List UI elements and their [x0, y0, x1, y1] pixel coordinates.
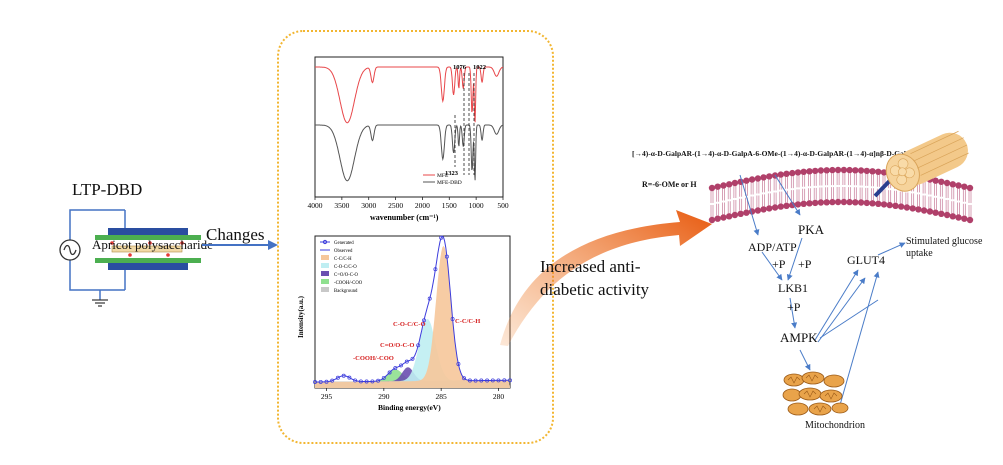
xps-observed-point [318, 379, 323, 384]
xps-observed-point [416, 343, 421, 348]
xps-legend-label: C-O-C/C-O [334, 265, 357, 270]
xps-observed-point [347, 375, 352, 380]
xps-legend-label: C-C/C-H [334, 257, 352, 262]
xps-peak-cooh: -COOH/-COO [353, 355, 394, 362]
ampk-label: AMPK [780, 330, 818, 345]
xps-observed-point [341, 373, 346, 378]
xps-observed-point [433, 267, 438, 272]
xps-legend-label: Generated [334, 241, 354, 246]
xps-observed-point [353, 378, 358, 383]
xps-observed-point [450, 317, 455, 321]
lkb1-label: LKB1 [778, 281, 808, 295]
pka-label: PKA [798, 222, 825, 237]
xps-observed-point [324, 379, 329, 384]
ac-source-icon [59, 239, 81, 261]
xps-observed-point [404, 359, 409, 364]
glucose-uptake-label: Stimulated glucose uptake [906, 236, 983, 259]
increased-activity-label: Increased anti- diabetic activity [540, 257, 650, 299]
cell-membrane [708, 166, 974, 224]
xps-observed-point [456, 362, 461, 366]
xps-observed-point [399, 363, 403, 368]
xps-peak-cc: C-C/C-H [455, 318, 480, 325]
phosphorylation-label: +P [798, 257, 812, 271]
ftir-tick-label: 500 [497, 201, 509, 210]
ftir-tick-label: 3500 [334, 201, 349, 210]
xps-observed-point [462, 376, 467, 381]
changes-label: Changes [206, 225, 265, 244]
phosphorylation-label: +P [772, 257, 786, 271]
xps-observed-point [427, 296, 432, 301]
xps-observed-point [496, 378, 501, 383]
xps-observed-point [364, 379, 369, 384]
xps-legend-label: Background [334, 289, 358, 294]
xps-observed-point [444, 254, 449, 259]
xps-observed-point [439, 235, 444, 240]
ftir-tick-label: 1500 [442, 201, 457, 210]
dbd-reactor-diagram [59, 209, 201, 307]
xps-observed-point [370, 379, 375, 384]
xps-observed-point [387, 370, 392, 375]
ftir-tick-label: 2500 [388, 201, 403, 210]
xps-tick-label: 290 [378, 392, 390, 401]
xps-observed-point [410, 356, 415, 361]
xps-legend-label: -COOH/-COO [334, 281, 363, 286]
characterization-panel [277, 30, 554, 444]
xps-legend-label: C=O/O-C-O [334, 273, 359, 278]
mitochondrion-icon [782, 371, 849, 416]
sample-label: Apricot polysaccharide [92, 237, 213, 252]
ftir-tick-label: 1000 [469, 201, 484, 210]
ftir-legend-dbd: MFE-DBD [437, 180, 462, 186]
xps-observed-point [508, 378, 512, 383]
polysaccharide-formula: [→4)-α-D-GalpAR-(1→4)-α-D-GalpA-6-OMe-(1… [632, 149, 916, 158]
xps-observed-point [473, 378, 478, 383]
increased-activity-arrow-icon [500, 210, 712, 346]
xps-observed-point [490, 378, 495, 383]
xps-tick-label: 295 [321, 392, 333, 401]
xps-ylabel: Intensity(a.u.) [297, 295, 305, 338]
xps-observed-point [485, 378, 490, 383]
ftir-peak-label: 1076 [453, 64, 467, 71]
phosphorylation-label: +P [787, 300, 801, 314]
xps-legend-label: Observed [334, 249, 353, 254]
ftir-xlabel: wavenumber (cm⁻¹) [370, 213, 439, 222]
xps-observed-point [313, 380, 317, 384]
xps-observed-point [479, 378, 484, 383]
xps-observed-point [330, 378, 335, 383]
xps-observed-point [358, 379, 363, 384]
xps-observed-point [393, 366, 398, 371]
xps-observed-point [467, 378, 472, 383]
xps-observed-point [502, 378, 507, 383]
glut4-label: GLUT4 [847, 253, 885, 267]
ftir-chart: 4000 3500 3000 2500 2000 1500 1000 500 1076 102… [308, 56, 509, 222]
pathway-arrows [739, 174, 906, 406]
ftir-peak-label: 1323 [445, 170, 459, 177]
xps-peak-coc: C-O-C/C-O [393, 321, 426, 328]
ftir-tick-label: 3000 [361, 201, 376, 210]
xps-tick-label: 285 [436, 392, 448, 401]
ltp-dbd-title: LTP-DBD [72, 180, 143, 199]
xps-observed-point [381, 375, 386, 380]
mitochondrion-label: Mitochondrion [805, 420, 865, 431]
changes-arrow-icon [202, 240, 278, 250]
xps-observed-point [376, 378, 381, 383]
ftir-legend-mfe: MFE [437, 173, 449, 179]
adp-atp-label: ADP/ATP [748, 240, 797, 254]
xps-tick-label: 280 [493, 392, 505, 401]
xps-peak-co: C=O/O-C-O [380, 342, 414, 349]
xps-xlabel: Binding energy(eV) [378, 403, 441, 412]
ftir-tick-label: 2000 [415, 201, 430, 210]
ftir-peak-label: 1022 [473, 64, 486, 71]
xps-observed-point [335, 375, 340, 380]
xps-chart: 295 290 285 280 Generated Observed C-C/C-H C-O… [297, 235, 512, 412]
r-group-note: R=-6-OMe or H [642, 180, 697, 189]
muscle-fiber-icon [873, 130, 969, 198]
ftir-tick-label: 4000 [308, 201, 323, 210]
xps-observed-point [422, 318, 426, 323]
